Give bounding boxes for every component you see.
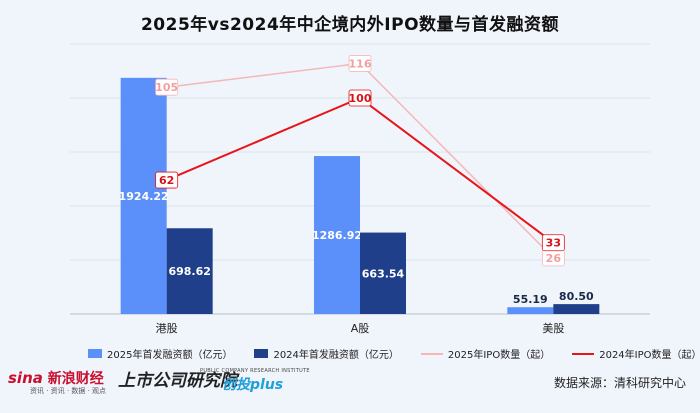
x-tick-label-0: 港股 (156, 322, 178, 335)
legend-item-2025-count: 2025年IPO数量（起） (420, 346, 551, 361)
point-label-box-2024-2 (541, 234, 565, 252)
bar-label-2024-0: 698.62 (168, 265, 210, 278)
sina-finance-logo: sina 新浪财经 (8, 368, 104, 388)
point-label-2025-1: 116 (349, 57, 372, 70)
data-source: 数据来源：清科研究中心 (553, 376, 686, 390)
sina-tagline: 资讯 · 资讯 · 数据 · 观点 (30, 387, 107, 395)
legend-item-2024-count: 2024年IPO数量（起） (572, 346, 700, 361)
bar-2024-amount-2 (553, 304, 600, 314)
chart-title: 2025年vs2024年中企境内外IPO数量与首发融资额 (140, 15, 560, 35)
point-label-box-2024-1 (348, 89, 372, 107)
research-institute-subtitle: PUBLIC COMPANY RESEARCH INSTITUTE (200, 368, 310, 374)
legend-swatch-2025-amount (88, 349, 102, 358)
point-label-box-2025-1 (348, 55, 372, 72)
sina-logo-text: sina (8, 369, 43, 387)
legend-swatch-2025-count (420, 352, 443, 355)
bar-2024-amount-1 (360, 232, 406, 314)
research-institute-logo: 上市公司研究院 (118, 371, 237, 391)
legend-label-2025-amount: 2025年首发融资额（亿元） (107, 350, 233, 361)
bar-label-2025-1: 1286.92 (312, 229, 362, 242)
bar-label-2024-1: 663.54 (362, 267, 405, 280)
legend-swatch-2024-count (572, 352, 595, 355)
point-label-2024-2: 33 (546, 237, 561, 250)
point-label-box-2025-0 (155, 78, 179, 96)
chuangtou-plus-logo: 创投plus (222, 377, 284, 393)
bar-2025-amount-0 (120, 77, 167, 314)
bar-label-2025-2: 55.19 (513, 293, 548, 306)
point-label-2024-0: 62 (159, 174, 174, 187)
bar-2025-amount-2 (507, 307, 554, 314)
x-tick-label-1: A股 (351, 322, 370, 335)
legend-item-2024-amount: 2024年首发融资额（亿元） (254, 346, 399, 361)
legend-label-2024-count: 2024年IPO数量（起） (599, 350, 700, 361)
chart-legend: 2025年首发融资额（亿元） 2024年首发融资额（亿元） 2025年IPO数量… (88, 346, 700, 361)
footer: sina 新浪财经 资讯 · 资讯 · 数据 · 观点 上市公司研究院 PUBL… (0, 364, 700, 413)
bar-label-2024-2: 80.50 (559, 290, 594, 303)
point-label-2025-2: 26 (546, 252, 562, 265)
bar-label-2025-0: 1924.22 (119, 190, 169, 203)
point-label-box-2024-0 (155, 171, 179, 189)
bar-2025-amount-1 (314, 156, 360, 314)
legend-swatch-2024-amount (254, 349, 269, 358)
x-tick-label-2: 美股 (542, 322, 564, 335)
point-label-2025-0: 105 (155, 81, 178, 94)
point-label-2024-1: 100 (349, 92, 372, 105)
legend-item-2025-amount: 2025年首发融资额（亿元） (88, 346, 232, 361)
sina-finance-name: 新浪财经 (47, 371, 104, 387)
chart-canvas: 1924.22 698.62 港股 1286.92 663.54 A股 55.19 80.50… (70, 43, 650, 335)
legend-label-2025-count: 2025年IPO数量（起） (447, 350, 551, 361)
bar-2024-amount-0 (166, 228, 213, 314)
legend-label-2024-amount: 2024年首发融资额（亿元） (273, 350, 399, 361)
